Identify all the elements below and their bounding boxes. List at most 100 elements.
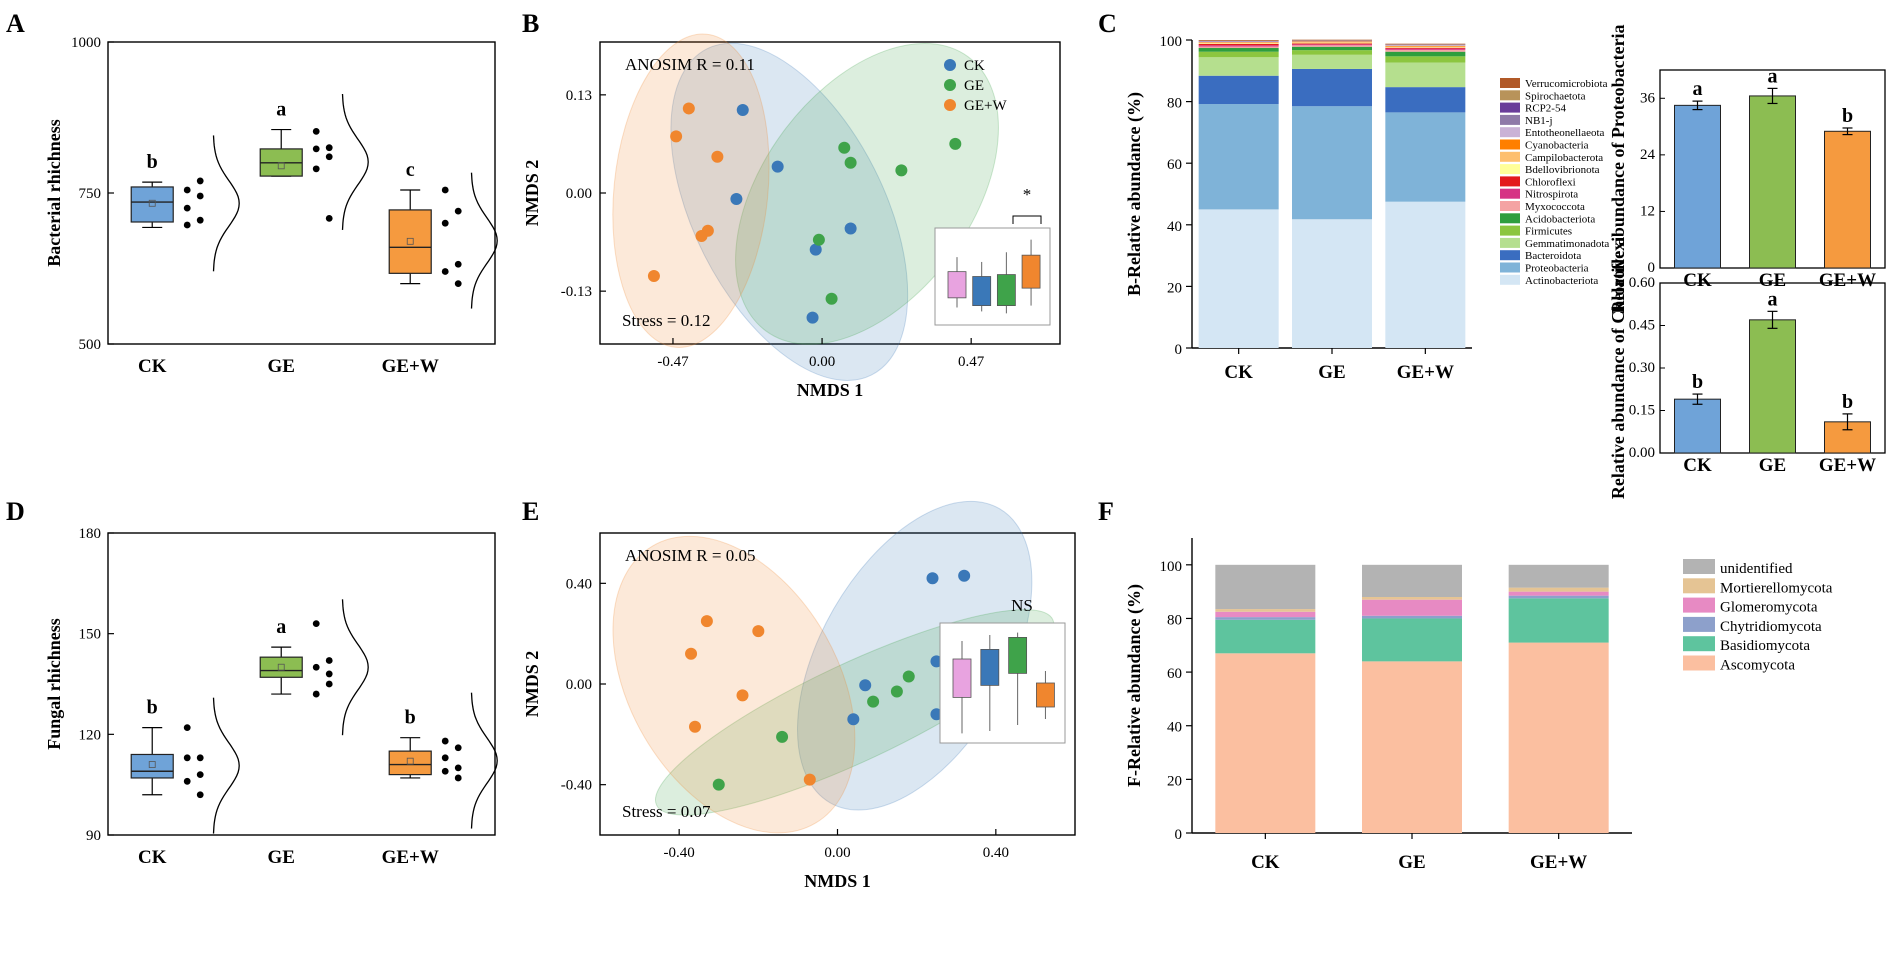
b-x-tick-label: -0.47 xyxy=(657,354,689,370)
cb-y-tick-label: 0.45 xyxy=(1629,318,1655,334)
a-data-point xyxy=(183,221,191,229)
ct-y-axis-label: Relative abundance of Proteobacteria xyxy=(1608,24,1628,313)
c-legend-swatch xyxy=(1500,213,1520,224)
a-mean-marker xyxy=(277,162,285,170)
e-x-tick-label: 0.40 xyxy=(983,845,1009,861)
cb-bar-ck xyxy=(1674,398,1721,454)
c-bar-segment-nitrospirota xyxy=(1385,48,1466,50)
ct-y-tick-label: 36 xyxy=(1640,90,1656,106)
e-point-ge xyxy=(867,695,880,708)
b-point-ck xyxy=(771,160,784,173)
a-data-point xyxy=(325,214,333,222)
c-bar-segment-campilobacterota xyxy=(1385,46,1466,48)
cb-y-tick-label: 0.15 xyxy=(1629,403,1655,419)
c-x-category-label: CK xyxy=(1224,362,1253,383)
e-point-ge xyxy=(776,730,789,743)
b-ellipse-geww xyxy=(612,33,770,348)
c-legend-swatch xyxy=(1500,151,1520,162)
d-mean-marker xyxy=(406,757,414,765)
f-legend-label: Mortierellomycota xyxy=(1720,580,1833,596)
c-y-axis-label: B-Relative abundance (%) xyxy=(1124,92,1145,296)
d-data-point xyxy=(441,767,449,775)
a-data-point xyxy=(183,186,191,194)
b-x-tick-label: 0.47 xyxy=(958,354,985,370)
c-bar-segment-campilobacterota xyxy=(1198,42,1279,44)
e-point-geww xyxy=(736,689,749,702)
f-legend-label: Chytridiomycota xyxy=(1720,619,1822,635)
f-bar-segment-unidentified xyxy=(1508,564,1609,588)
c-bar-segment-acidobacteriota xyxy=(1385,51,1466,57)
f-bar-segment-ascomycota xyxy=(1508,642,1609,833)
e-point-ck xyxy=(926,572,939,585)
d-y-tick-label: 150 xyxy=(79,627,102,643)
c-legend-label: Chloroflexi xyxy=(1525,176,1576,188)
a-sig-letter: b xyxy=(147,151,158,173)
a-x-category-label: GE+W xyxy=(382,356,439,377)
c-bar-segment-proteobacteria xyxy=(1292,106,1372,220)
c-legend-swatch xyxy=(1500,127,1520,138)
panel-label-e: E xyxy=(522,497,539,526)
c-legend-swatch xyxy=(1500,188,1520,199)
c-legend-label: Cyanobacteria xyxy=(1525,140,1589,152)
f-y-tick-label: 20 xyxy=(1167,773,1182,789)
e-x-tick-label: -0.40 xyxy=(664,845,695,861)
b-point-geww xyxy=(695,230,708,243)
b-legend-marker xyxy=(944,99,956,111)
a-density-curve xyxy=(212,135,240,272)
c-legend-label: Campilobacterota xyxy=(1525,152,1603,164)
d-mean-marker xyxy=(148,761,156,768)
a-y-tick-label: 1000 xyxy=(71,35,101,51)
b-point-geww xyxy=(670,130,683,143)
f-bar-segment-glomeromycota xyxy=(1508,591,1609,596)
c-bar-segment-gemmatimonadota xyxy=(1198,57,1279,76)
a-data-point xyxy=(454,260,462,268)
f-bar-segment-glomeromycota xyxy=(1215,611,1316,618)
f-y-tick-label: 100 xyxy=(1160,559,1183,575)
b-inset-significance: * xyxy=(1023,185,1032,204)
f-bar-segment-chytridiomycota xyxy=(1362,615,1462,619)
ct-x-category-label: GE xyxy=(1759,270,1786,291)
cb-sig-letter: a xyxy=(1768,288,1778,310)
b-x-axis-label: NMDS 1 xyxy=(797,380,864,400)
e-anosim-annotation: ANOSIM R = 0.05 xyxy=(625,546,756,565)
f-legend-swatch xyxy=(1683,597,1715,613)
f-bar-segment-basidiomycota xyxy=(1362,618,1462,662)
d-density-curve xyxy=(470,692,498,829)
e-inset-box xyxy=(1008,637,1028,674)
f-bar-segment-unidentified xyxy=(1215,564,1316,610)
ct-bar-ge xyxy=(1749,95,1796,269)
b-y-axis-label: NMDS 2 xyxy=(522,160,542,227)
a-sig-letter: a xyxy=(276,99,286,121)
f-legend-swatch xyxy=(1683,578,1715,594)
c-legend-swatch xyxy=(1500,274,1520,285)
e-inset-box xyxy=(952,658,972,698)
ct-bar-geww xyxy=(1824,130,1871,269)
a-data-point xyxy=(441,268,449,275)
c-bar-segment-entotheonellaeota xyxy=(1198,41,1279,43)
f-legend-label: Glomeromycota xyxy=(1720,600,1818,616)
b-point-geww xyxy=(647,270,660,283)
c-legend-label: Bdellovibrionota xyxy=(1525,164,1600,176)
f-legend-swatch xyxy=(1683,616,1715,632)
c-legend-swatch xyxy=(1500,262,1520,273)
a-density-curve xyxy=(470,172,498,309)
e-point-ge xyxy=(890,685,903,698)
a-y-axis-label: Bacterial rhichness xyxy=(44,119,64,266)
b-anosim-annotation: ANOSIM R = 0.11 xyxy=(625,55,755,74)
c-legend-label: Actinobacteriota xyxy=(1525,275,1598,287)
e-ellipse-geww xyxy=(612,535,856,834)
a-data-point xyxy=(325,144,333,152)
ct-sig-letter: a xyxy=(1768,65,1778,87)
a-x-category-label: GE xyxy=(267,356,294,377)
c-x-category-label: GE+W xyxy=(1397,362,1454,383)
c-legend-swatch xyxy=(1500,90,1520,101)
c-x-category-label: GE xyxy=(1318,362,1345,383)
f-bar-segment-glomeromycota xyxy=(1362,599,1462,616)
c-bar-segment-bacteroidota xyxy=(1385,87,1466,113)
b-y-tick-label: -0.13 xyxy=(561,284,592,300)
d-data-point xyxy=(183,754,191,762)
c-bar-segment-cyanobacteria xyxy=(1198,42,1279,43)
b-point-ck xyxy=(730,193,743,206)
cb-sig-letter: b xyxy=(1842,391,1853,413)
e-point-ck xyxy=(958,569,971,582)
